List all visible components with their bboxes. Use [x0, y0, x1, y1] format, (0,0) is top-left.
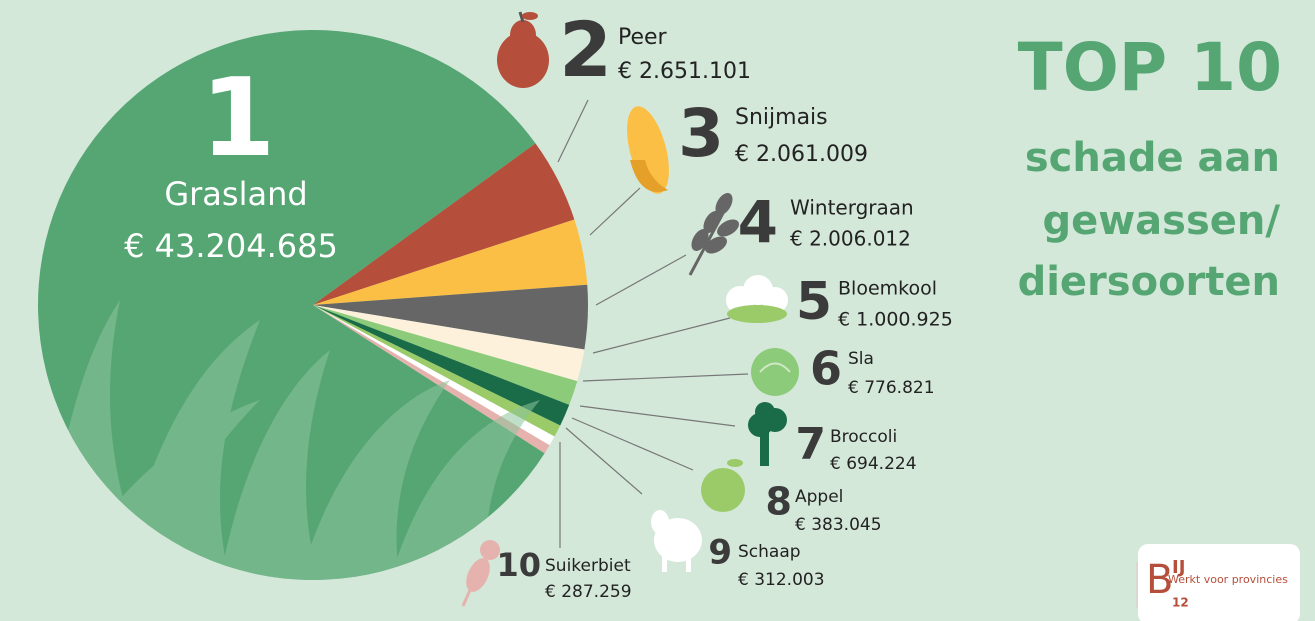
rank-label: 10	[496, 546, 541, 584]
chart-title: TOP 10	[1018, 29, 1282, 106]
rank-label: 5	[796, 272, 832, 332]
category-label: Bloemkool	[838, 278, 937, 300]
rank-label: 4	[738, 188, 778, 256]
category-label: Broccoli	[830, 427, 897, 447]
rank-label: 6	[810, 342, 842, 396]
subtitle: schade aan	[1025, 135, 1280, 181]
subtitle: diersoorten	[1018, 259, 1280, 305]
category-label: Sla	[848, 349, 874, 369]
logo: B IJ 12 Werkt voor provincies	[1137, 544, 1300, 621]
value-label: € 2.006.012	[790, 227, 911, 251]
value-label: € 694.224	[830, 454, 917, 474]
subtitle: gewassen/	[1042, 198, 1280, 244]
rank-label: 7	[795, 419, 826, 470]
category-label: Snijmais	[735, 105, 828, 130]
rank-label: 8	[766, 480, 792, 524]
logo-tagline: Werkt voor provincies	[1168, 573, 1288, 586]
rank-label: 1	[200, 56, 275, 181]
value-label: € 383.045	[795, 515, 882, 535]
category-label: Peer	[618, 25, 668, 50]
value-label: € 312.003	[738, 570, 825, 590]
value-label: € 2.651.101	[618, 59, 751, 84]
rank-label: 9	[708, 533, 732, 573]
category-label: Appel	[795, 487, 843, 507]
value-label: € 1.000.925	[838, 309, 953, 331]
infographic: 1 Grasland € 43.204.685 TOP 10 schade aa…	[0, 0, 1315, 621]
rank-label: 3	[678, 95, 724, 172]
category-label: Suikerbiet	[545, 556, 631, 576]
value-label: € 776.821	[848, 378, 935, 398]
logo-sub: 12	[1172, 596, 1189, 610]
category-label: Grasland	[164, 175, 307, 213]
value-label: € 43.204.685	[124, 227, 338, 265]
category-label: Schaap	[738, 542, 801, 562]
rank-label: 2	[559, 5, 612, 94]
value-label: € 287.259	[545, 582, 632, 602]
category-label: Wintergraan	[790, 196, 914, 220]
value-label: € 2.061.009	[735, 142, 868, 167]
